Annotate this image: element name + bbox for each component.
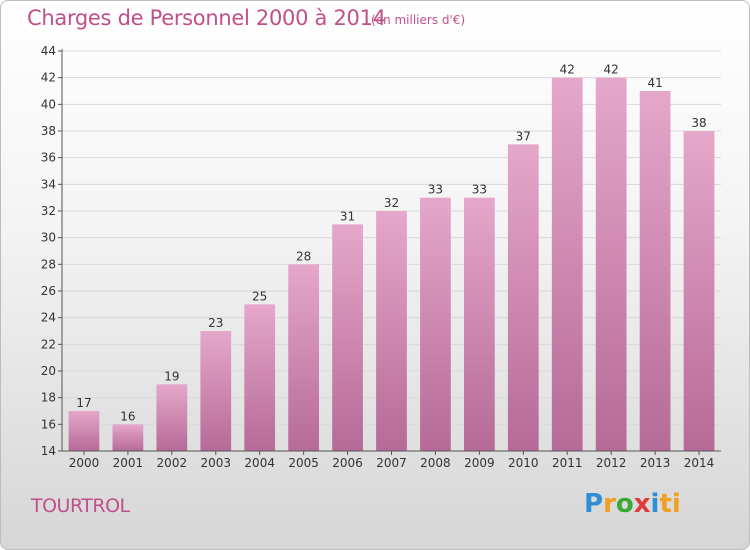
- data-label: 16: [120, 409, 135, 423]
- bar: [683, 131, 715, 451]
- data-label: 23: [208, 316, 223, 330]
- data-label: 38: [691, 116, 706, 130]
- bar: [463, 197, 495, 451]
- data-label: 33: [428, 183, 443, 197]
- x-tick-label: 2003: [200, 456, 231, 470]
- proxiti-logo[interactable]: Proxiti: [584, 489, 681, 519]
- bar: [156, 384, 188, 451]
- logo-letter: r: [603, 489, 616, 519]
- x-tick-label: 2000: [69, 456, 100, 470]
- bar: [595, 77, 627, 452]
- y-tick-label: 42: [41, 71, 56, 85]
- x-tick-label: 2007: [376, 456, 407, 470]
- logo-letter: P: [584, 489, 604, 519]
- bar: [68, 411, 100, 451]
- y-tick-label: 30: [41, 231, 56, 245]
- data-label: 41: [647, 76, 662, 90]
- x-tick-label: 2001: [113, 456, 144, 470]
- x-tick-label: 2002: [157, 456, 188, 470]
- x-tick-label: 2004: [244, 456, 275, 470]
- bar: [112, 424, 144, 451]
- y-tick-label: 28: [41, 257, 56, 271]
- y-tick-label: 34: [41, 177, 56, 191]
- y-tick-label: 20: [41, 364, 56, 378]
- bar: [376, 211, 407, 451]
- logo-letter: o: [615, 489, 634, 519]
- chart-subtitle: (en milliers d'€): [371, 13, 466, 27]
- data-label: 37: [516, 129, 531, 143]
- x-tick-label: 2009: [464, 456, 495, 470]
- x-tick-label: 2006: [332, 456, 363, 470]
- data-label: 42: [560, 63, 575, 77]
- bar: [332, 224, 363, 451]
- bar: [507, 144, 539, 452]
- data-label: 42: [604, 63, 619, 77]
- data-label: 31: [340, 209, 355, 223]
- y-tick-label: 38: [41, 124, 56, 138]
- y-tick-label: 26: [41, 284, 56, 298]
- logo-letter: i: [650, 489, 660, 519]
- data-label: 19: [164, 369, 179, 383]
- data-label: 28: [296, 249, 311, 263]
- bar: [288, 264, 320, 451]
- data-label: 25: [252, 289, 267, 303]
- y-tick-label: 16: [41, 417, 56, 431]
- x-tick-label: 2014: [684, 456, 715, 470]
- logo-letter: x: [633, 489, 651, 519]
- bar: [551, 77, 583, 452]
- logo-letter: ti: [659, 489, 681, 519]
- y-tick-label: 44: [41, 44, 56, 58]
- x-tick-label: 2008: [420, 456, 451, 470]
- chart-title: Charges de Personnel 2000 à 2014: [27, 6, 386, 30]
- y-tick-label: 18: [41, 391, 56, 405]
- y-tick-label: 36: [41, 151, 56, 165]
- y-tick-label: 22: [41, 337, 56, 351]
- data-label: 17: [76, 396, 91, 410]
- data-label: 33: [472, 183, 487, 197]
- y-tick-label: 14: [41, 444, 56, 458]
- bar: [244, 304, 276, 451]
- data-label: 32: [384, 196, 399, 210]
- x-tick-label: 2011: [552, 456, 583, 470]
- place-name: TOURTROL: [31, 495, 130, 517]
- x-tick-label: 2013: [640, 456, 671, 470]
- bar: [639, 91, 671, 451]
- bar: [200, 331, 232, 451]
- x-tick-label: 2005: [288, 456, 319, 470]
- y-tick-label: 32: [41, 204, 56, 218]
- y-tick-label: 24: [41, 311, 56, 325]
- x-tick-label: 2012: [596, 456, 627, 470]
- x-tick-label: 2010: [508, 456, 539, 470]
- y-tick-label: 40: [41, 97, 56, 111]
- bar: [420, 197, 451, 451]
